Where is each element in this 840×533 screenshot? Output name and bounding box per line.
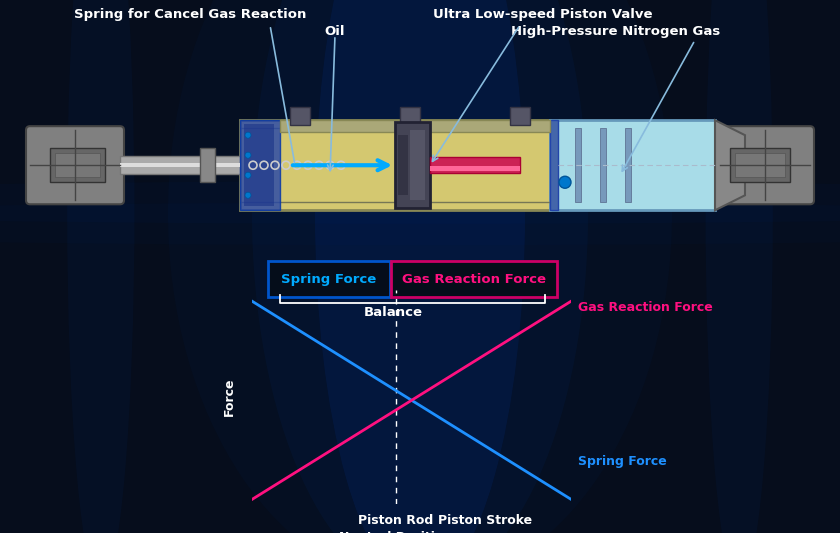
FancyBboxPatch shape	[550, 120, 715, 211]
FancyBboxPatch shape	[240, 120, 550, 211]
Ellipse shape	[252, 0, 588, 533]
Text: Piston Rod: Piston Rod	[358, 514, 433, 527]
Bar	[430, 157, 520, 173]
Circle shape	[245, 152, 251, 158]
FancyBboxPatch shape	[716, 126, 814, 204]
Circle shape	[245, 192, 251, 198]
Bar	[50, 148, 105, 182]
Bar	[735, 153, 785, 177]
Bar	[240, 120, 280, 211]
Circle shape	[245, 172, 251, 178]
Text: Piston Stroke: Piston Stroke	[438, 514, 532, 527]
Bar	[730, 148, 790, 182]
Bar	[575, 128, 581, 203]
Text: Force: Force	[223, 378, 236, 416]
Bar	[410, 130, 425, 200]
Bar	[600, 128, 606, 203]
Bar	[400, 107, 420, 125]
Text: Gas Reaction Force: Gas Reaction Force	[578, 301, 712, 314]
FancyBboxPatch shape	[26, 126, 124, 204]
Text: Ultra Low-speed Piston Valve: Ultra Low-speed Piston Valve	[433, 8, 653, 21]
Circle shape	[559, 176, 571, 188]
Bar	[398, 135, 408, 195]
Bar	[120, 163, 240, 167]
Text: Neutral Position: Neutral Position	[339, 531, 452, 533]
Text: Balance: Balance	[364, 306, 423, 319]
FancyBboxPatch shape	[391, 261, 557, 297]
FancyBboxPatch shape	[268, 261, 390, 297]
Bar	[290, 107, 310, 125]
Polygon shape	[715, 120, 745, 211]
Bar	[510, 107, 530, 125]
Bar	[550, 120, 558, 211]
Bar	[625, 128, 631, 203]
Ellipse shape	[315, 0, 525, 533]
Text: Spring Force: Spring Force	[578, 455, 666, 467]
Bar	[200, 148, 215, 182]
Text: High-Pressure Nitrogen Gas: High-Pressure Nitrogen Gas	[511, 25, 720, 38]
Bar	[244, 124, 274, 206]
Bar	[430, 166, 520, 171]
Bar	[280, 120, 550, 132]
Text: Gas Reaction Force: Gas Reaction Force	[402, 273, 546, 286]
Text: Spring Force: Spring Force	[281, 273, 376, 286]
FancyBboxPatch shape	[395, 122, 430, 208]
Text: Oil: Oil	[325, 25, 345, 38]
Bar	[120, 156, 240, 174]
Text: Spring for Cancel Gas Reaction: Spring for Cancel Gas Reaction	[74, 8, 307, 21]
Bar	[55, 153, 100, 177]
Ellipse shape	[67, 0, 134, 533]
Ellipse shape	[706, 0, 773, 533]
Circle shape	[245, 132, 251, 138]
